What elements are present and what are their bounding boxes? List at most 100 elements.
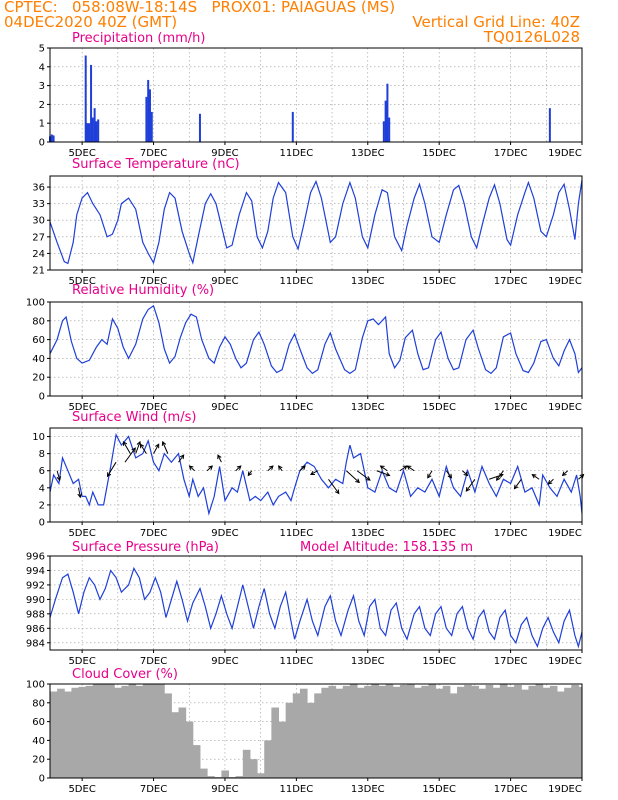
- wind-arrow-head: [161, 440, 167, 446]
- cloud-bar: [328, 685, 337, 778]
- wind-arrow: [56, 470, 61, 481]
- cloud-bar: [457, 686, 465, 778]
- cloud-bar: [385, 684, 394, 778]
- wind-arrow: [299, 465, 306, 472]
- panel-5-ytick-label: 994: [26, 566, 45, 577]
- panel-3-series-line: [49, 304, 583, 375]
- wind-arrow: [562, 470, 569, 476]
- wind-arrow: [578, 474, 584, 480]
- wind-arrow-head: [355, 478, 360, 484]
- cloud-bar: [57, 688, 65, 778]
- precip-bar: [97, 119, 100, 142]
- wind-arrow: [139, 443, 147, 454]
- cloud-bar: [199, 768, 208, 778]
- cloud-bar: [92, 684, 101, 778]
- wind-arrow: [532, 474, 540, 480]
- panel-3-xtick-label: 5DEC: [68, 402, 95, 413]
- cloud-bar: [64, 691, 72, 778]
- panel-5-ytick-label: 992: [26, 580, 45, 591]
- wind-arrow-head: [463, 471, 469, 477]
- cloud-bar: [357, 687, 365, 778]
- panel-1-xtick-label: 13DEC: [351, 148, 385, 159]
- wind-arrow: [376, 470, 390, 476]
- cloud-bar: [257, 773, 265, 778]
- wind-arrow: [235, 465, 242, 472]
- wind-arrow: [217, 454, 222, 463]
- panel-1-xtick-label: 15DEC: [422, 148, 456, 159]
- header-run-id: TQ0126L028: [483, 28, 580, 46]
- panel-6-xtick-label: 5DEC: [68, 784, 95, 795]
- precip-bar: [386, 83, 389, 142]
- panel-3-xtick-label: 11DEC: [279, 402, 313, 413]
- panel-3-xtick-label: 19DEC: [548, 402, 582, 413]
- cloud-bar: [185, 721, 194, 778]
- wind-arrow: [445, 470, 452, 479]
- wind-arrow-head: [310, 470, 315, 475]
- precip-bar: [548, 108, 551, 142]
- precip-bar: [198, 113, 201, 142]
- wind-arrow-head: [406, 465, 412, 470]
- wind-arrow-head: [385, 472, 391, 477]
- panel-6-ytick-label: 40: [32, 736, 45, 747]
- cloud-bar: [464, 684, 472, 778]
- precip-bar: [88, 123, 91, 142]
- cloud-bar: [492, 687, 501, 778]
- cloud-bar: [149, 684, 158, 778]
- panel-5-ytick-label: 990: [26, 595, 45, 606]
- cloud-bar: [378, 685, 387, 778]
- panel-6-ytick-label: 100: [26, 680, 45, 691]
- wind-arrow: [399, 465, 408, 472]
- cloud-bar: [242, 749, 251, 778]
- panel-6-ytick-label: 0: [39, 774, 45, 785]
- wind-arrow: [427, 470, 433, 479]
- precip-bar: [84, 55, 87, 142]
- panel-2-series-line: [49, 179, 583, 265]
- panel-3-title: Relative Humidity (%): [72, 283, 214, 298]
- cloud-bar: [207, 776, 215, 778]
- panel-4-xtick-label: 15DEC: [422, 528, 456, 539]
- panel-2-ytick-label: 33: [32, 199, 45, 210]
- panel-6-ytick-label: 20: [32, 755, 45, 766]
- wind-arrow-head: [268, 465, 274, 470]
- panel-3-ytick-label: 100: [26, 298, 45, 309]
- wind-arrow: [124, 447, 136, 463]
- wind-arrow-head: [208, 465, 214, 470]
- cloud-bar: [121, 685, 130, 778]
- cloud-bar: [528, 685, 537, 778]
- cloud-bar: [171, 712, 180, 778]
- precip-bar: [384, 100, 387, 142]
- wind-arrow-head: [365, 476, 371, 481]
- wind-arrow-head: [579, 473, 585, 479]
- cloud-bar: [221, 770, 230, 778]
- panel-1-ytick-label: 1: [39, 119, 45, 130]
- panel-4-frame: [49, 427, 583, 523]
- panel-5-xtick-label: 5DEC: [68, 656, 95, 667]
- panel-3-xtick-label: 7DEC: [140, 402, 167, 413]
- wind-arrow-head: [402, 465, 408, 470]
- cloud-bar: [564, 687, 572, 778]
- panel-1-frame: [49, 47, 583, 143]
- cloud-bar: [371, 684, 379, 778]
- panel-4-series-line: [49, 432, 583, 516]
- panel-3-xtick-label: 13DEC: [351, 402, 385, 413]
- wind-arrow: [78, 487, 81, 498]
- panel-3-xtick-label: 9DEC: [211, 402, 238, 413]
- cloud-bar: [85, 685, 94, 778]
- header-vertical-grid: Vertical Grid Line: 40Z: [412, 13, 580, 31]
- cloud-bar: [71, 687, 80, 778]
- cloud-bar: [321, 687, 329, 778]
- cloud-bar: [407, 684, 415, 778]
- panel-2-ytick-label: 36: [32, 183, 45, 194]
- precip-bar: [91, 117, 94, 142]
- wind-arrow-head: [495, 476, 501, 481]
- panel-3-ytick-label: 80: [32, 316, 45, 327]
- wind-arrow-head: [155, 443, 160, 449]
- panel-4-xtick-label: 13DEC: [351, 528, 385, 539]
- wind-arrow-head: [179, 454, 185, 460]
- panel-6-xtick-label: 13DEC: [351, 784, 385, 795]
- precip-bar: [52, 135, 55, 142]
- cloud-bar: [557, 691, 565, 778]
- panel-1-ytick-label: 0: [39, 138, 45, 149]
- cloud-bar: [285, 702, 294, 778]
